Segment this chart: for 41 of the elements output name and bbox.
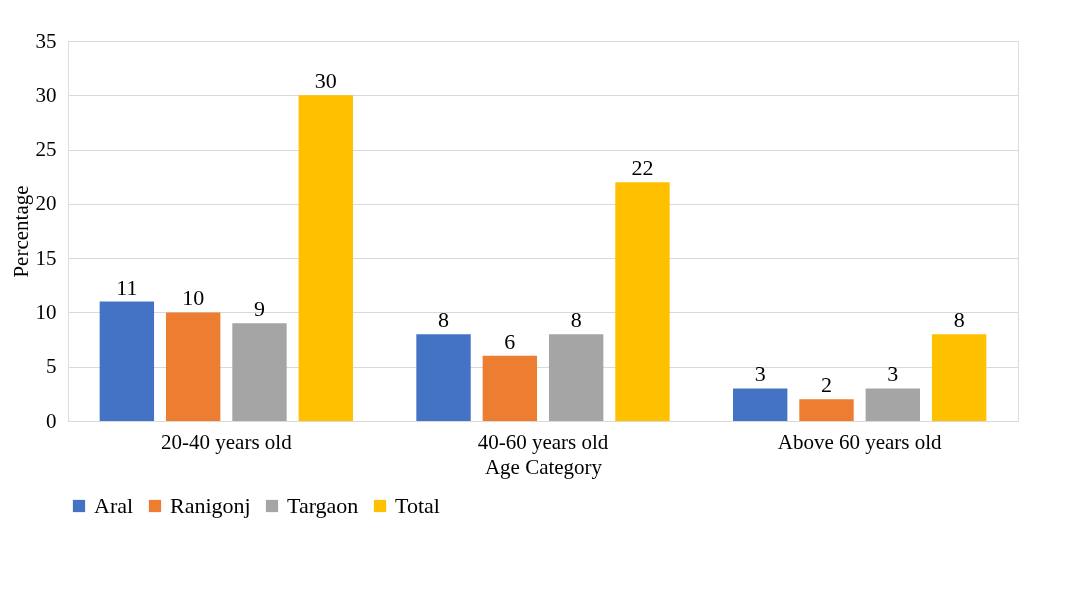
data-label: 8	[953, 307, 965, 333]
legend-label: Ranigonj	[170, 493, 251, 518]
x-axis-title: Age Category	[484, 454, 603, 479]
data-label: 8	[438, 307, 450, 333]
y-tick-label: 0	[46, 408, 57, 433]
bar	[165, 312, 221, 421]
legend-label: Aral	[94, 493, 134, 518]
bar	[232, 323, 287, 421]
legend-label: Total	[395, 493, 440, 518]
bar	[799, 399, 854, 421]
x-tick-label: 40-60 years old	[477, 429, 609, 454]
legend-label: Targaon	[287, 493, 359, 518]
bar	[482, 355, 538, 421]
y-tick-label: 20	[35, 191, 57, 216]
y-tick-label: 10	[35, 299, 57, 324]
bar	[99, 301, 155, 421]
bar	[865, 388, 921, 421]
bar	[298, 95, 353, 421]
data-label: 9	[253, 296, 265, 322]
bar	[548, 334, 604, 421]
data-label: 6	[504, 328, 516, 354]
bar	[931, 334, 987, 421]
x-tick-label: 20-40 years old	[161, 429, 293, 454]
data-label: 8	[570, 307, 582, 333]
data-label: 11	[116, 274, 138, 300]
x-tick-label: Above 60 years old	[777, 429, 943, 454]
data-label: 3	[754, 361, 766, 387]
data-label: 10	[182, 285, 205, 311]
y-tick-label: 30	[35, 82, 57, 107]
y-axis-title: Percentage	[8, 185, 33, 278]
data-label: 30	[314, 68, 337, 94]
bar	[416, 334, 471, 421]
y-tick-label: 15	[35, 245, 57, 270]
bar	[733, 388, 788, 421]
data-label: 2	[821, 372, 833, 398]
data-label: 3	[887, 361, 899, 387]
data-label: 22	[631, 155, 654, 181]
bar	[615, 182, 670, 421]
y-tick-label: 35	[35, 28, 57, 53]
y-tick-label: 5	[46, 354, 57, 379]
y-tick-label: 25	[35, 137, 57, 162]
